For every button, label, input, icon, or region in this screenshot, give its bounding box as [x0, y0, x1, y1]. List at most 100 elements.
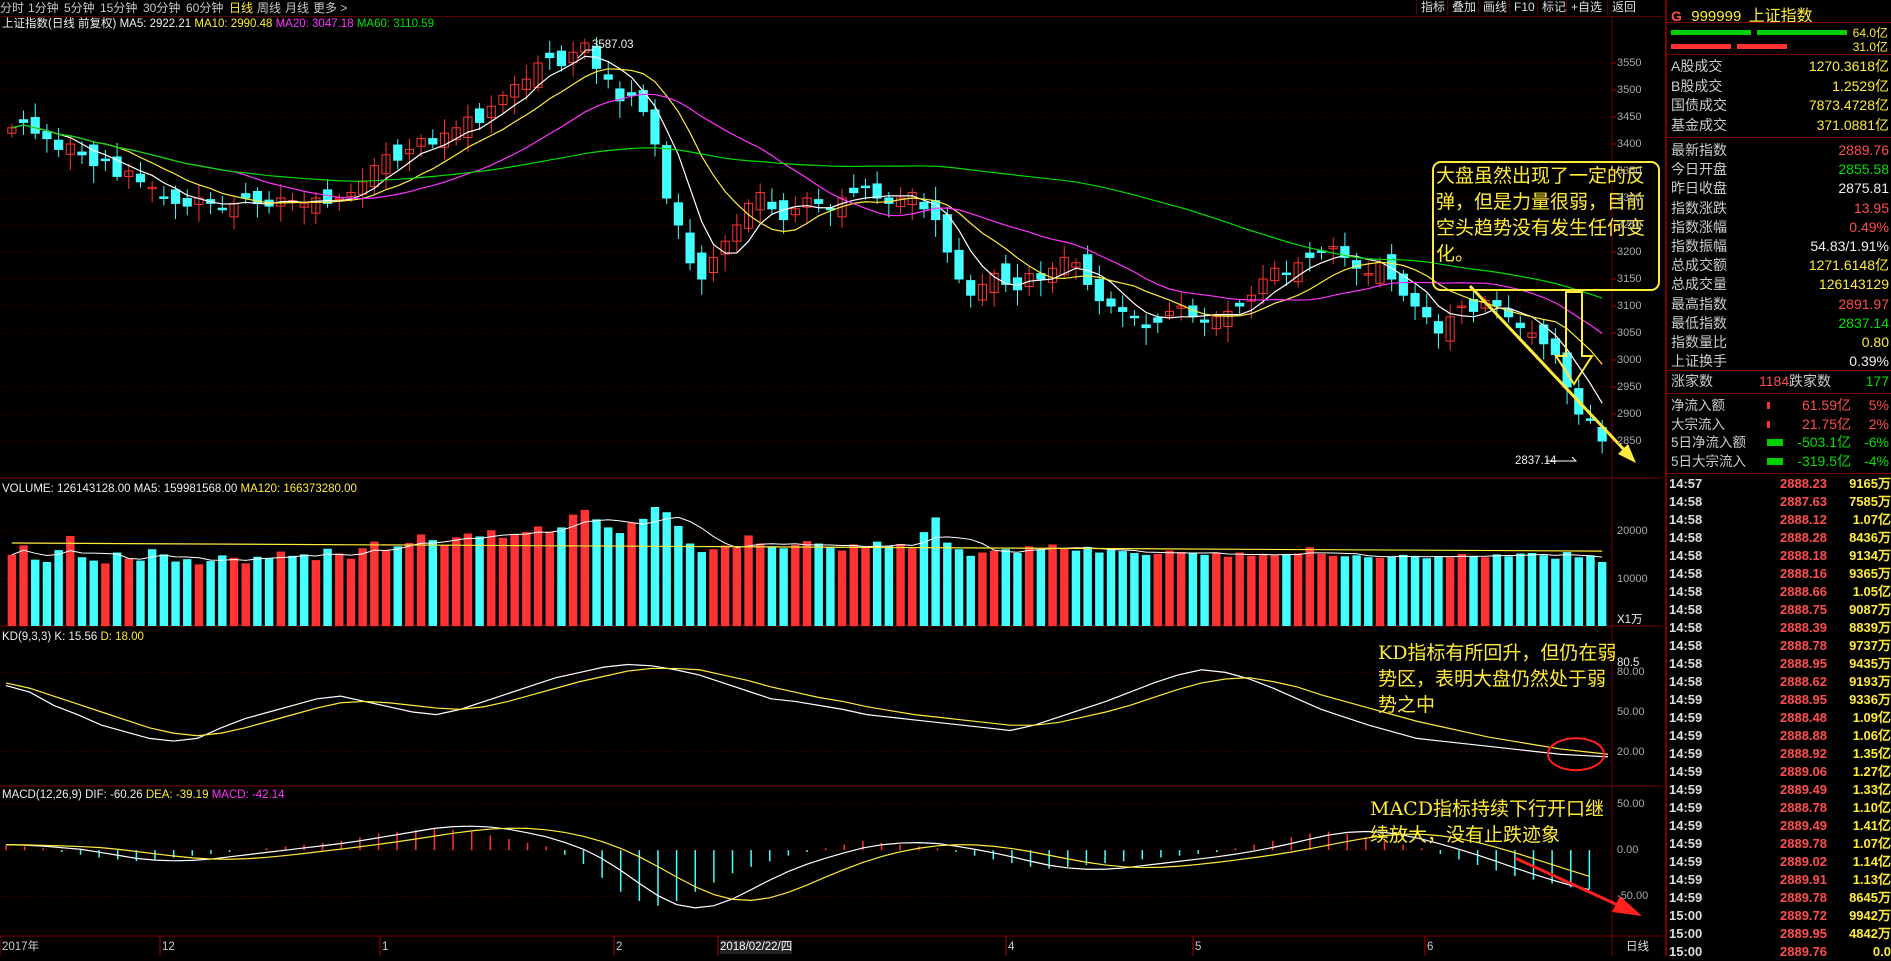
volume-bar — [685, 543, 695, 626]
candle-body — [18, 119, 29, 123]
turnover-row: 国债成交 7873.4728亿 — [1671, 96, 1889, 115]
date-tick-label: 2017年 — [2, 941, 40, 953]
volume-bar — [124, 558, 133, 626]
money-flow-value: 61.59亿 — [1801, 397, 1851, 413]
volume-bar — [1352, 555, 1361, 626]
candle-body — [1071, 262, 1081, 268]
volume-bar — [1469, 555, 1478, 626]
candle-body — [1550, 338, 1560, 356]
divider — [1667, 22, 1891, 23]
date-tick-label: 6 — [1427, 941, 1434, 953]
toolbar-button-6[interactable]: 返回 — [1607, 0, 1640, 15]
volume-bar — [826, 547, 835, 626]
volume-bar — [1410, 555, 1420, 626]
tick-price: 2888.75 — [1780, 602, 1827, 617]
volume-bar — [510, 534, 519, 626]
tick-time: 14:59 — [1669, 836, 1703, 851]
candle-body — [334, 197, 344, 200]
volume-bar — [1527, 552, 1537, 626]
tick-volume: 1.41亿 — [1852, 818, 1891, 833]
tick-time: 14:59 — [1669, 728, 1703, 743]
macd-dea-line — [5, 827, 1590, 902]
tick-time: 14:58 — [1669, 638, 1703, 653]
toolbar-button-4[interactable]: 标记 — [1537, 0, 1570, 15]
money-flow-row: 净流入额 61.59亿 5% — [1671, 396, 1889, 415]
money-flow-pct: 2% — [1868, 415, 1889, 432]
tick-volume: 1.13亿 — [1852, 872, 1891, 887]
tab-3[interactable]: 15分钟 — [100, 1, 138, 15]
tick-time: 14:58 — [1669, 620, 1703, 635]
tick-volume: 9336万 — [1849, 692, 1891, 707]
trend-arrowhead — [1618, 444, 1636, 463]
index-stat-value: 0.49% — [1849, 218, 1889, 235]
tab-7[interactable]: 周线 — [257, 1, 282, 15]
tick-row: 14:59 2888.88 1.06亿 — [1669, 727, 1891, 745]
volume-bar — [31, 559, 40, 626]
candle-body — [615, 88, 625, 102]
toolbar-button-1[interactable]: 叠加 — [1447, 0, 1480, 15]
index-stat-row: 总成交量 126143129 — [1671, 275, 1889, 294]
candle-body — [1118, 307, 1128, 312]
period-label[interactable]: 日线 — [1626, 941, 1649, 953]
volume-tick-label: 10000 — [1617, 572, 1648, 585]
adv-label: 涨家数 — [1671, 373, 1713, 389]
down-arrow — [1554, 291, 1594, 386]
tick-time: 14:59 — [1669, 818, 1703, 833]
index-stat-value: 2837.14 — [1838, 314, 1889, 331]
candle-body — [895, 197, 906, 208]
price-tick-label: 3050 — [1617, 327, 1642, 339]
candle-body — [486, 105, 496, 119]
candle-body — [1001, 263, 1011, 285]
volume-bar — [101, 563, 110, 626]
ma5-label: MA5: 2922.21 — [119, 18, 192, 30]
candle-body — [1223, 310, 1233, 328]
kline-chart-svg[interactable] — [0, 16, 1662, 956]
divider — [1667, 137, 1891, 138]
turnover-label: B股成交 — [1671, 77, 1723, 94]
chart-area[interactable]: 上证指数(日线 前复权) MA5: 2922.21 MA10: 2990.48 … — [0, 16, 1662, 956]
tab-6[interactable]: 日线 — [229, 1, 254, 15]
tab-1[interactable]: 1分钟 — [28, 1, 59, 15]
tick-time: 14:58 — [1669, 548, 1703, 563]
volume-bar — [872, 541, 882, 626]
index-stat-row: 指数振幅 54.83/1.91% — [1671, 237, 1889, 256]
tick-price: 2888.28 — [1780, 530, 1827, 545]
volume-bar — [1071, 550, 1081, 626]
divider — [1667, 393, 1891, 394]
tick-volume: 9165万 — [1849, 476, 1891, 491]
tab-4[interactable]: 30分钟 — [143, 1, 181, 15]
tick-volume: 9435万 — [1849, 656, 1891, 671]
tick-row: 15:00 2889.72 9942万 — [1669, 907, 1891, 925]
tab-9[interactable]: 更多 > — [313, 1, 348, 15]
volume-bar — [533, 526, 543, 626]
tick-price: 2889.76 — [1780, 944, 1827, 959]
toolbar-button-3[interactable]: F10 — [1509, 0, 1539, 15]
panel-header[interactable]: G 999999 上证指数 — [1671, 2, 1889, 25]
price-tick-label: 3400 — [1617, 138, 1642, 150]
toolbar-button-2[interactable]: 画线 — [1478, 0, 1511, 15]
toolbar-button-5[interactable]: +自选 — [1566, 0, 1606, 15]
turnover-value: 1.2529亿 — [1832, 77, 1889, 94]
tab-2[interactable]: 5分钟 — [64, 1, 95, 15]
flow-bar-out-2 — [1737, 44, 1787, 49]
index-stat-row: 最高指数 2891.97 — [1671, 295, 1889, 314]
index-stat-value: 13.95 — [1853, 199, 1889, 216]
volume-bar — [206, 561, 215, 626]
volume-bar — [943, 542, 952, 626]
tab-8[interactable]: 月线 — [285, 1, 310, 15]
macd-tick-label: 0.00 — [1617, 844, 1639, 857]
ma60-label: MA60: 3110.59 — [356, 18, 434, 30]
volume-bar — [288, 555, 297, 626]
turnover-value: 7873.4728亿 — [1808, 97, 1889, 113]
main-chart-title: 上证指数(日线 前复权) — [2, 18, 117, 30]
toolbar-button-0[interactable]: 指标 — [1416, 0, 1449, 15]
tab-5[interactable]: 60分钟 — [186, 1, 224, 15]
candle-body — [381, 154, 391, 175]
volume-bar — [1504, 556, 1513, 626]
money-flow-bar — [1767, 439, 1783, 446]
volume-bar — [814, 543, 823, 626]
tab-0[interactable]: 分时 — [0, 1, 25, 15]
tick-row: 14:59 2888.78 1.10亿 — [1669, 799, 1891, 817]
tick-time: 15:00 — [1669, 908, 1703, 923]
volume-bar — [451, 537, 461, 626]
